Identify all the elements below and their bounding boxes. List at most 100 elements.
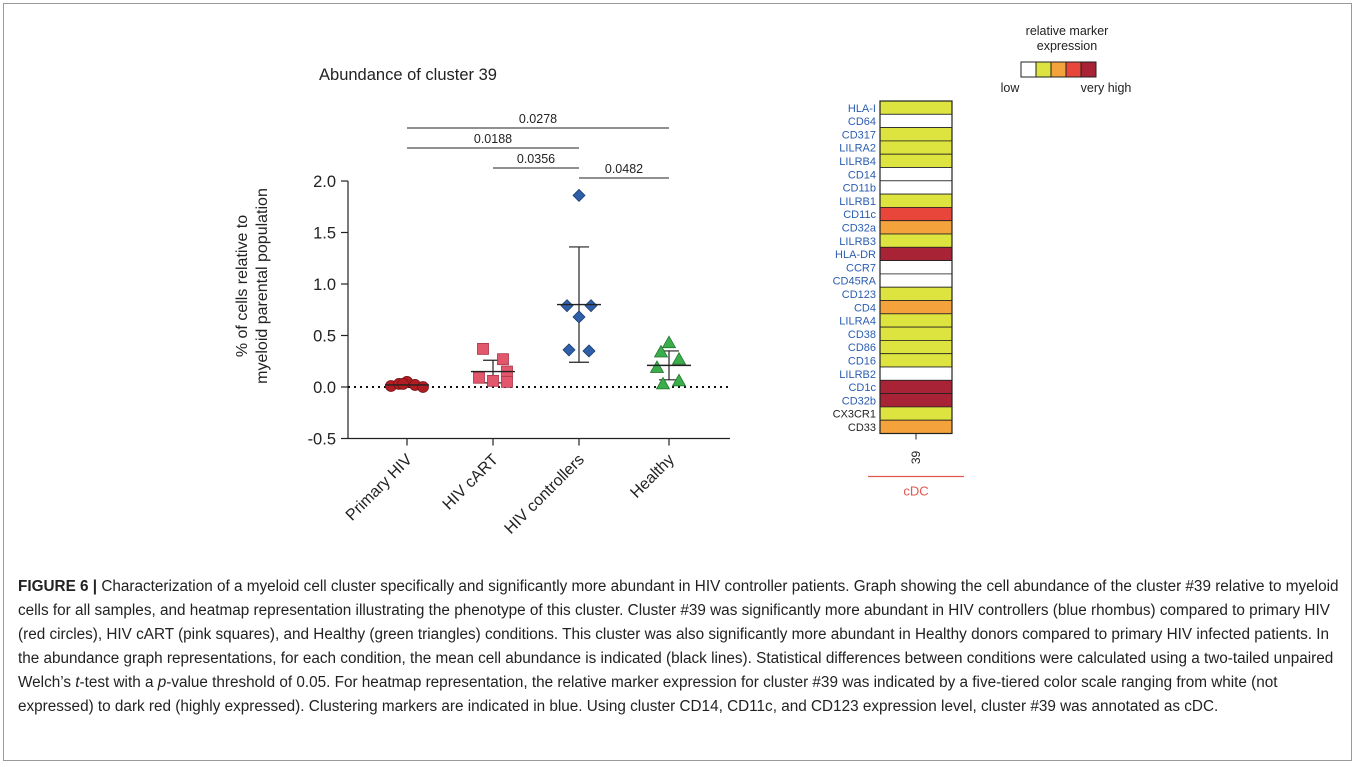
heatmap-cell [879, 246, 953, 262]
marker-label: CD64 [848, 116, 876, 128]
heatmap-cell [879, 313, 953, 328]
marker-label: LILRB4 [839, 156, 876, 168]
marker-label: CD11c [843, 209, 876, 221]
heatmap-cell [879, 193, 953, 208]
heatmap-cell [879, 127, 953, 142]
heatmap-cell [879, 260, 953, 275]
legend-swatch [1065, 61, 1082, 78]
figure: Abundance of cluster 39 2.0 1.5 1.0 0.5 0.0 -0… [234, 24, 1132, 538]
heatmap-cell [879, 113, 953, 129]
marker-label: CD16 [848, 356, 876, 368]
heatmap-cell [879, 286, 953, 301]
marker-label: CD32a [842, 223, 877, 235]
marker-label: CD317 [842, 129, 876, 141]
marker-label: LILRB2 [839, 369, 876, 381]
data-point [671, 351, 687, 365]
data-point [572, 310, 586, 324]
heatmap-cell [879, 419, 953, 434]
figure-frame [3, 3, 1352, 761]
marker-label: CD4 [854, 302, 876, 314]
marker-label: HLA-DR [835, 249, 876, 261]
heatmap-cell [879, 406, 953, 421]
y-tick-label: 2.0 [313, 173, 336, 191]
chart-title: Abundance of cluster 39 [319, 66, 497, 84]
legend-swatch [1020, 61, 1037, 78]
data-point [501, 375, 513, 388]
caption-text-1: Characterization of a myeloid cell clust… [18, 578, 1339, 691]
data-point [671, 373, 687, 387]
heatmap-cell [879, 379, 953, 394]
data-point [661, 335, 677, 349]
marker-label: LILRB1 [839, 196, 876, 208]
x-tick-label: HIV cART [440, 451, 502, 513]
data-point [562, 343, 576, 357]
heatmap-cell [879, 206, 953, 222]
legend-swatch [1035, 61, 1052, 78]
heatmap-cell [879, 393, 953, 408]
x-tick-label: Primary HIV [343, 451, 416, 524]
marker-label: CD123 [842, 289, 876, 301]
y-tick-label: 1.0 [313, 276, 336, 294]
group-label: cDC [903, 484, 928, 499]
p-value-label: 0.0188 [474, 132, 512, 146]
marker-label: CD45RA [833, 276, 877, 288]
heatmap-cell [879, 100, 953, 115]
data-point [397, 378, 409, 390]
marker-label: CD1c [848, 382, 876, 394]
data-point [584, 299, 598, 313]
x-tick-label: Healthy [627, 451, 677, 501]
marker-label: CX3CR1 [833, 409, 876, 421]
heatmap-cell [879, 326, 953, 341]
column-label: 39 [909, 451, 923, 465]
y-axis-label: myeloid parental population [254, 188, 271, 384]
legend-swatch [1050, 61, 1067, 78]
data-point [477, 342, 489, 355]
caption-text-3: -value threshold of 0.05. For heatmap re… [18, 674, 1278, 715]
marker-label: CD86 [848, 342, 876, 354]
y-tick-label: 0.0 [313, 379, 336, 397]
data-point [497, 353, 509, 366]
legend-high-label: very high [1081, 81, 1132, 95]
heatmap-cell [879, 140, 953, 155]
data-point [649, 360, 665, 373]
heatmap-cell [879, 180, 953, 195]
x-tick-label: HIV controllers [502, 451, 588, 537]
data-point [653, 344, 669, 358]
heatmap-cell [879, 167, 953, 182]
caption-text-2: -test with a [79, 674, 158, 691]
marker-label: CD11b [843, 183, 876, 195]
abundance-chart: Abundance of cluster 39 2.0 1.5 1.0 0.5 0.0 -0… [234, 66, 730, 538]
marker-label: CD32b [842, 395, 876, 407]
data-point [572, 188, 586, 202]
caption-p-italic: p [157, 674, 167, 691]
marker-label: LILRB3 [839, 236, 876, 248]
heatmap-cell [879, 353, 953, 368]
p-value-label: 0.0356 [517, 152, 555, 166]
legend-swatch [1080, 61, 1097, 78]
heatmap-cell [879, 300, 953, 315]
heatmap-cell [879, 366, 953, 381]
marker-label: CD33 [848, 422, 876, 434]
data-point [473, 371, 485, 384]
heatmap-cell [879, 339, 953, 355]
marker-label: CD14 [848, 169, 876, 181]
data-point [582, 344, 596, 358]
caption-lead: FIGURE 6 | [18, 578, 98, 595]
heatmap-cell [879, 220, 953, 235]
marker-label: CCR7 [846, 262, 876, 274]
y-tick-label: -0.5 [308, 431, 336, 449]
y-tick-label: 1.5 [313, 225, 336, 243]
p-value-label: 0.0482 [605, 162, 643, 176]
data-point [417, 381, 429, 393]
data-point [560, 299, 574, 313]
data-point [655, 376, 671, 390]
legend-title: expression [1037, 39, 1097, 53]
marker-label: CD38 [848, 329, 876, 341]
figure-caption: FIGURE 6 | Characterization of a myeloid… [18, 575, 1340, 719]
data-point [487, 374, 499, 387]
marker-label: LILRA4 [839, 316, 876, 328]
y-tick-label: 0.5 [313, 328, 336, 346]
y-axis-label: % of cells relative to [234, 215, 251, 357]
p-value-label: 0.0278 [519, 112, 557, 126]
